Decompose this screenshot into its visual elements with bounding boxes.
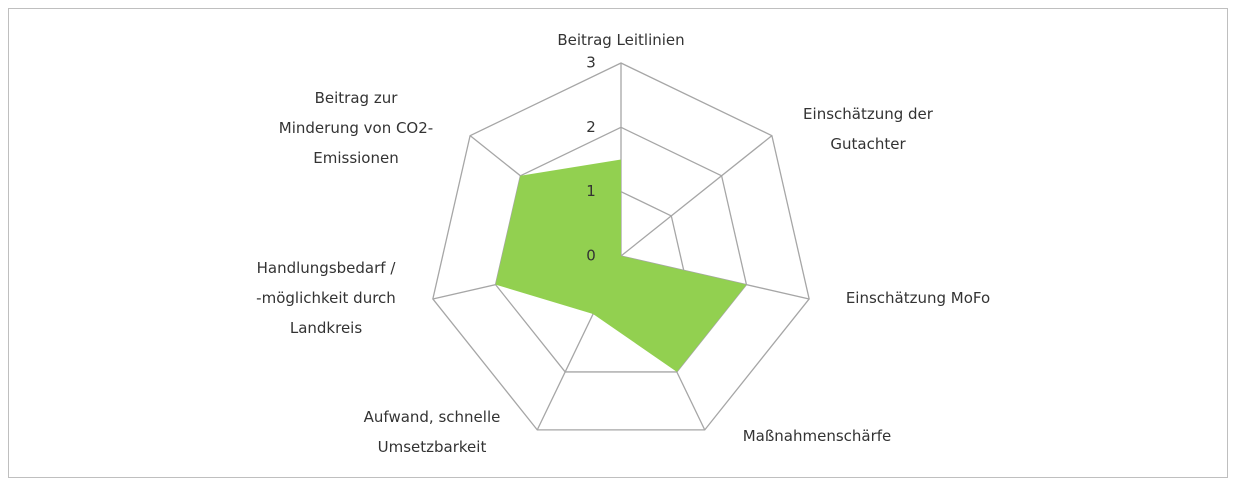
category-label-line: Einschätzung der bbox=[803, 105, 934, 123]
category-label-line: Minderung von CO2- bbox=[279, 119, 433, 137]
grid-ring bbox=[494, 126, 748, 373]
grid-ring bbox=[432, 62, 810, 431]
category-label-line: Umsetzbarkeit bbox=[378, 438, 487, 456]
category-label-line: Einschätzung MoFo bbox=[846, 289, 990, 307]
category-label-line: Emissionen bbox=[313, 149, 398, 167]
category-label-line: Aufwand, schnelle bbox=[364, 408, 501, 426]
category-label-line: Maßnahmenschärfe bbox=[743, 427, 892, 445]
category-label-line: Gutachter bbox=[830, 135, 906, 153]
category-label-line: Beitrag Leitlinien bbox=[557, 31, 684, 49]
r-tick-label: 1 bbox=[586, 182, 596, 200]
spoke bbox=[620, 135, 773, 257]
data-area bbox=[495, 159, 747, 372]
category-label: Einschätzung MoFo bbox=[846, 289, 990, 307]
category-label-line: -möglichkeit durch bbox=[256, 289, 396, 307]
category-label: Beitrag zur Minderung von CO2- Emissionen bbox=[279, 89, 433, 167]
category-label: Maßnahmenschärfe bbox=[743, 427, 892, 445]
r-tick-label: 3 bbox=[586, 54, 596, 72]
category-label-line: Beitrag zur bbox=[315, 89, 399, 107]
r-tick-label: 2 bbox=[586, 118, 596, 136]
category-label-line: Landkreis bbox=[290, 319, 362, 337]
category-label: Beitrag Leitlinien bbox=[557, 31, 684, 49]
category-label: Einschätzung der Gutachter bbox=[803, 105, 934, 153]
category-label: Aufwand, schnelle Umsetzbarkeit bbox=[364, 408, 501, 456]
category-label: Handlungsbedarf / -möglichkeit durch Landk… bbox=[256, 259, 396, 337]
category-label-line: Handlungsbedarf / bbox=[257, 259, 397, 277]
r-tick-label: 0 bbox=[586, 247, 596, 265]
